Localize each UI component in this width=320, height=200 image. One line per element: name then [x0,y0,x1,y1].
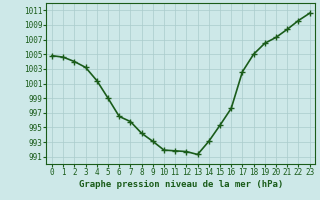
X-axis label: Graphe pression niveau de la mer (hPa): Graphe pression niveau de la mer (hPa) [79,180,283,189]
